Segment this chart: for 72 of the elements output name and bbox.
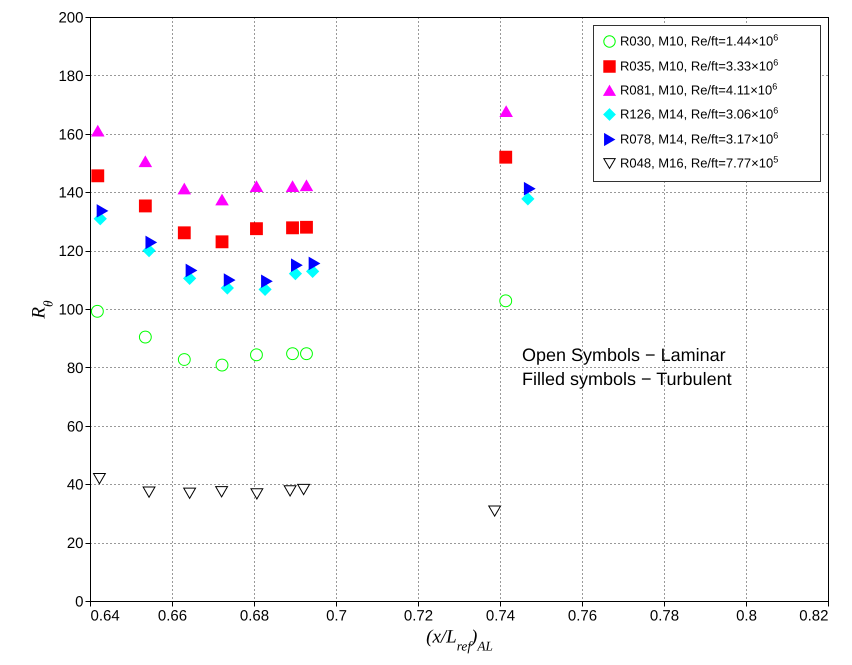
point <box>145 236 157 249</box>
point <box>93 473 106 484</box>
y-tick-label: 200 <box>58 10 84 26</box>
point <box>286 221 299 234</box>
y-tick-label: 60 <box>66 418 84 436</box>
point <box>178 226 191 240</box>
point <box>91 125 104 137</box>
point <box>288 267 302 280</box>
annotation: Open Symbols − Laminar <box>522 345 726 365</box>
y-tick-label: 20 <box>66 535 84 552</box>
y-tick-label: 80 <box>66 360 84 377</box>
x-tick-label: 0.78 <box>650 608 680 624</box>
point <box>500 106 513 117</box>
legend-label: R081, M10, Re/ft=4.11×10$^{6}$ <box>620 82 778 98</box>
point <box>215 486 228 498</box>
x-tick-label: 0.82 <box>799 608 828 624</box>
point <box>488 505 502 517</box>
point <box>142 486 156 498</box>
point <box>250 222 263 236</box>
point <box>499 150 512 164</box>
point <box>297 484 310 496</box>
x-tick-label: 0.68 <box>240 608 270 624</box>
annotation: Filled symbols − Turbulent <box>522 369 732 389</box>
point <box>96 204 108 218</box>
y-tick-label: 180 <box>58 68 84 85</box>
y-tick-label: 140 <box>58 184 84 202</box>
point <box>250 348 263 362</box>
point <box>183 488 196 499</box>
point <box>261 274 272 288</box>
point <box>138 156 152 168</box>
y-tick-label: 120 <box>58 243 84 260</box>
x-tick-label: 0.76 <box>568 608 598 624</box>
y-tick-label: 160 <box>58 126 84 144</box>
point <box>300 347 313 360</box>
point <box>250 488 264 500</box>
point <box>300 220 313 234</box>
x-tick-label: 0.64 <box>90 608 120 624</box>
point <box>138 200 152 212</box>
point <box>521 192 534 206</box>
legend-label: R078, M14, Re/ft=3.17×10$^{6}$ <box>620 130 778 146</box>
x-tick-label: 0.72 <box>404 608 434 624</box>
point <box>499 294 512 308</box>
point <box>300 180 313 192</box>
point <box>250 180 263 192</box>
point <box>524 182 536 196</box>
x-tick-label: 0.66 <box>158 608 188 624</box>
x-tick-label: 0.7 <box>326 608 347 624</box>
point <box>90 304 104 318</box>
point <box>186 264 197 277</box>
point <box>224 274 236 287</box>
point <box>216 194 228 206</box>
point <box>91 169 104 182</box>
y-tick-label: 40 <box>66 476 84 494</box>
point <box>178 353 191 366</box>
point <box>286 347 299 360</box>
y-tick-label: 0 <box>75 594 84 610</box>
x-tick-label: 0.8 <box>736 608 757 624</box>
point <box>216 235 228 248</box>
legend-label: R126, M14, Re/ft=3.06×10$^{6}$ <box>620 106 778 122</box>
legend-label: R035, M10, Re/ft=3.33×10$^{6}$ <box>620 58 778 74</box>
point <box>286 180 299 192</box>
legend-label: R048, M16, Re/ft=7.77×10$^{5}$ <box>620 154 778 170</box>
x-tick-label: 0.74 <box>486 608 516 624</box>
point <box>308 257 320 270</box>
point <box>178 183 191 194</box>
point <box>284 485 296 497</box>
legend-label: R030, M10, Re/ft=1.44×10$^{6}$ <box>620 32 778 48</box>
x-axis-title: (x/L$_{ref}$)$_{AL}$ <box>426 626 493 653</box>
point <box>216 358 228 372</box>
point <box>138 330 152 344</box>
point <box>291 258 302 272</box>
y-tick-label: 100 <box>58 302 84 318</box>
